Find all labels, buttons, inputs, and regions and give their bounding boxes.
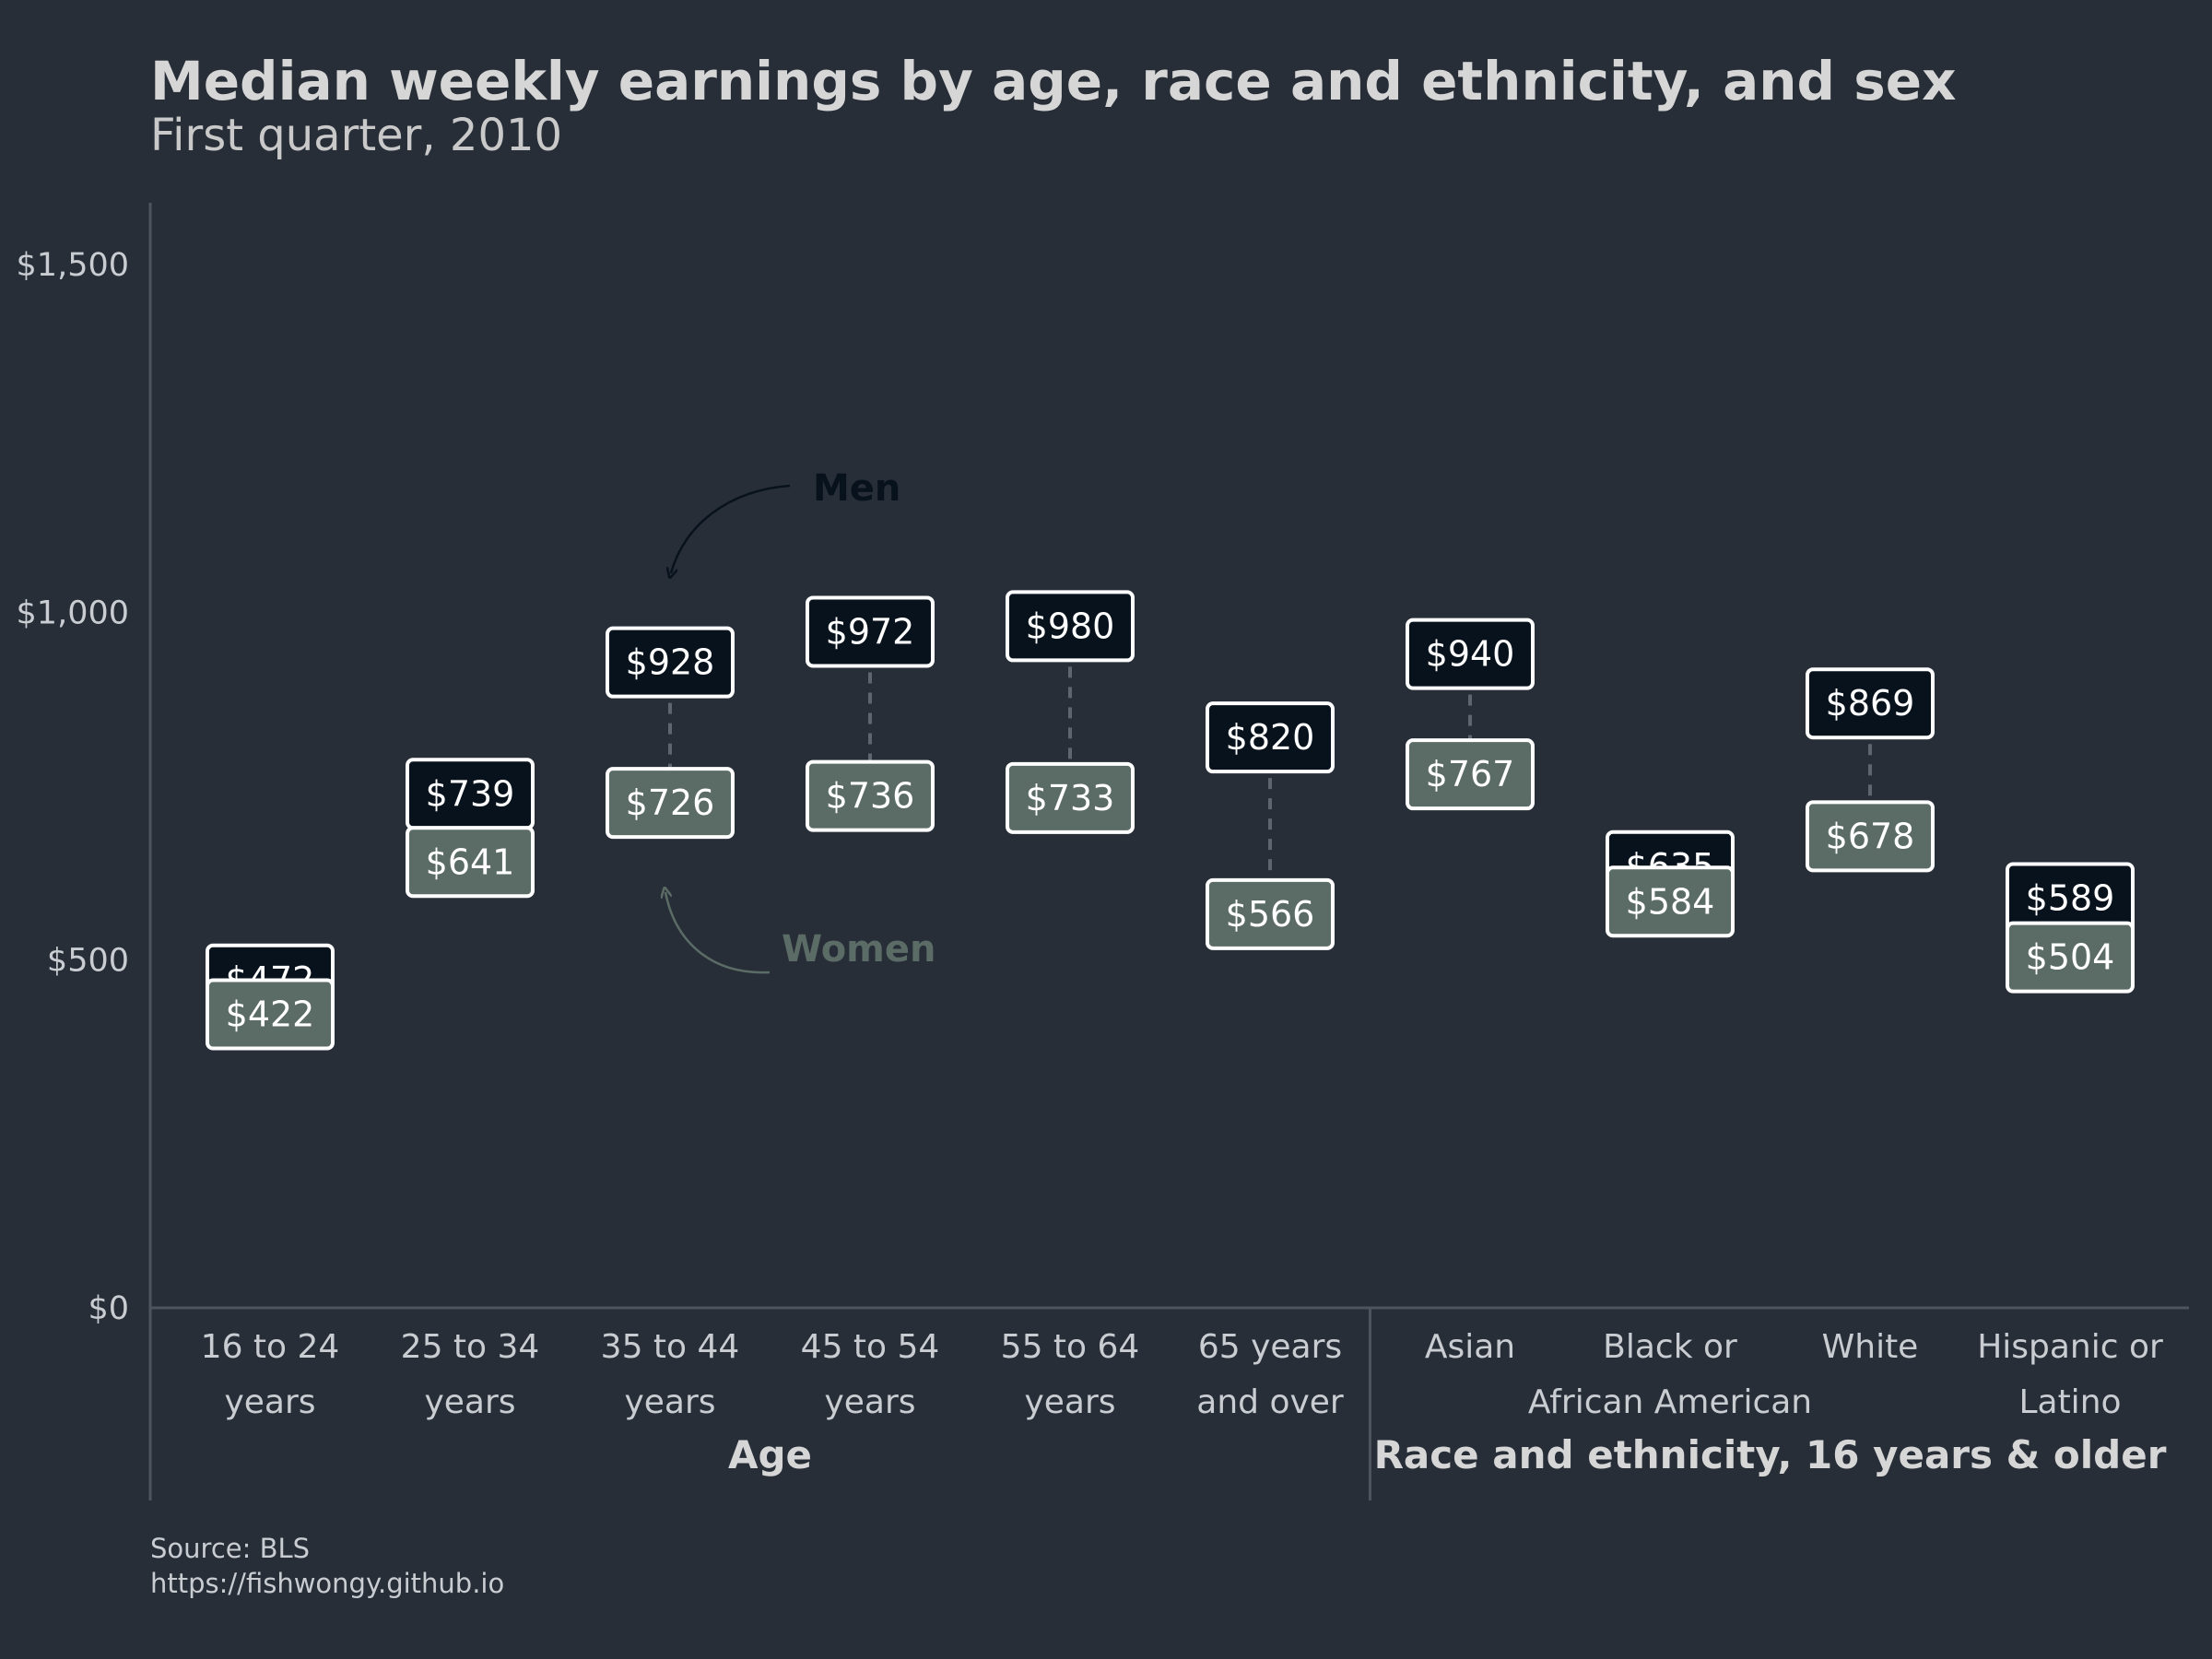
men-value-mark: $940 [1406, 618, 1535, 690]
women-value-box [2006, 921, 2135, 994]
men-annotation: Men [671, 467, 900, 573]
x-category-label: years [1024, 1383, 1115, 1421]
men-value-mark: $869 [1806, 667, 1935, 740]
women-value-mark: $767 [1406, 738, 1535, 811]
women-value-label: $422 [226, 994, 315, 1035]
women-value-box [806, 759, 935, 832]
women-value-mark: $504 [2006, 921, 2135, 994]
x-category-label: Black or [1603, 1328, 1737, 1366]
x-category-label: Hispanic or [1977, 1328, 2163, 1366]
x-category-label: and over [1196, 1383, 1344, 1421]
women-value-mark: $736 [806, 759, 935, 832]
women-value-label: $566 [1226, 894, 1315, 935]
x-category-label: 65 years [1198, 1328, 1342, 1366]
men-arrow [671, 484, 791, 573]
y-tick-label: $500 [47, 943, 129, 980]
x-category-label: years [224, 1383, 315, 1421]
x-category-label: years [824, 1383, 915, 1421]
men-value-box [1406, 618, 1535, 690]
men-value-mark: $928 [606, 626, 735, 699]
y-tick-labels: $0 $500 $1,000 $1,500 [17, 247, 129, 1327]
men-value-mark: $980 [1006, 590, 1135, 663]
men-annotation-label: Men [813, 467, 900, 510]
x-category-label: 45 to 54 [801, 1328, 940, 1366]
women-value-mark: $726 [606, 767, 735, 840]
x-category-label: years [424, 1383, 515, 1421]
women-arrow [665, 892, 771, 974]
x-category-label: African American [1528, 1383, 1812, 1421]
x-category-label: 25 to 34 [401, 1328, 540, 1366]
x-category-label: years [624, 1383, 715, 1421]
women-value-box [1606, 865, 1735, 938]
men-value-mark: $739 [406, 758, 535, 830]
women-value-label: $641 [426, 841, 515, 882]
x-category-label: 35 to 44 [601, 1328, 740, 1366]
men-value-label: $928 [626, 642, 715, 683]
x-category-label: Latino [2018, 1383, 2121, 1421]
women-value-box [406, 826, 535, 899]
men-value-label: $940 [1426, 634, 1515, 675]
men-value-label: $739 [426, 773, 515, 814]
y-tick-label: $1,500 [17, 247, 129, 284]
women-value-mark: $566 [1206, 877, 1335, 950]
source-url: https://fishwongy.github.io [150, 1568, 504, 1599]
women-value-label: $736 [826, 776, 915, 817]
women-value-mark: $733 [1006, 761, 1135, 834]
women-value-label: $504 [2026, 937, 2115, 978]
women-value-box [206, 978, 335, 1051]
chart-title: Median weekly earnings by age, race and … [150, 50, 1957, 112]
group-label: Race and ethnicity, 16 years & older [1374, 1432, 2167, 1477]
women-value-label: $733 [1026, 778, 1115, 818]
women-value-mark: $584 [1606, 865, 1735, 938]
men-value-box [1206, 701, 1335, 774]
group-labels: Age Race and ethnicity, 16 years & older [728, 1432, 2167, 1477]
men-value-box [1006, 590, 1135, 663]
value-labels: $472$739$928$972$980$820$940$635$869$589… [206, 590, 2135, 1051]
men-value-label: $820 [1226, 717, 1315, 758]
men-value-label: $869 [1826, 683, 1915, 724]
women-value-box [1406, 738, 1535, 811]
x-category-label: White [1822, 1328, 1919, 1366]
men-value-label: $980 [1026, 606, 1115, 646]
women-value-mark: $641 [406, 826, 535, 899]
men-value-mark: $820 [1206, 701, 1335, 774]
men-value-box [606, 626, 735, 699]
women-value-box [1006, 761, 1135, 834]
y-tick-label: $0 [88, 1290, 129, 1327]
category-labels: 16 to 24 years 25 to 34 years 35 to 44 years 4… [201, 1328, 2163, 1421]
chart-subtitle: First quarter, 2010 [150, 110, 562, 161]
women-value-box [1206, 877, 1335, 950]
women-annotation-label: Women [782, 928, 935, 971]
women-value-mark: $422 [206, 978, 335, 1051]
men-value-box [1806, 667, 1935, 740]
connectors [268, 626, 2072, 1015]
axes [148, 203, 2189, 1500]
x-category-label: 16 to 24 [201, 1328, 340, 1366]
women-value-mark: $678 [1806, 800, 1935, 873]
women-value-label: $584 [1626, 881, 1715, 922]
women-value-box [606, 767, 735, 840]
x-category-label: Asian [1425, 1328, 1515, 1366]
group-label: Age [728, 1432, 812, 1477]
women-value-box [1806, 800, 1935, 873]
women-value-label: $726 [626, 782, 715, 823]
women-annotation: Women [665, 892, 935, 974]
source-text: Source: BLS [150, 1533, 310, 1564]
men-value-mark: $589 [2006, 862, 2135, 935]
men-value-label: $589 [2026, 878, 2115, 919]
men-value-mark: $972 [806, 595, 935, 668]
x-category-label: 55 to 64 [1001, 1328, 1140, 1366]
men-value-box [806, 595, 935, 668]
women-value-label: $767 [1426, 754, 1515, 794]
men-value-label: $972 [826, 611, 915, 652]
y-tick-label: $1,000 [17, 594, 129, 631]
women-value-label: $678 [1826, 816, 1915, 856]
